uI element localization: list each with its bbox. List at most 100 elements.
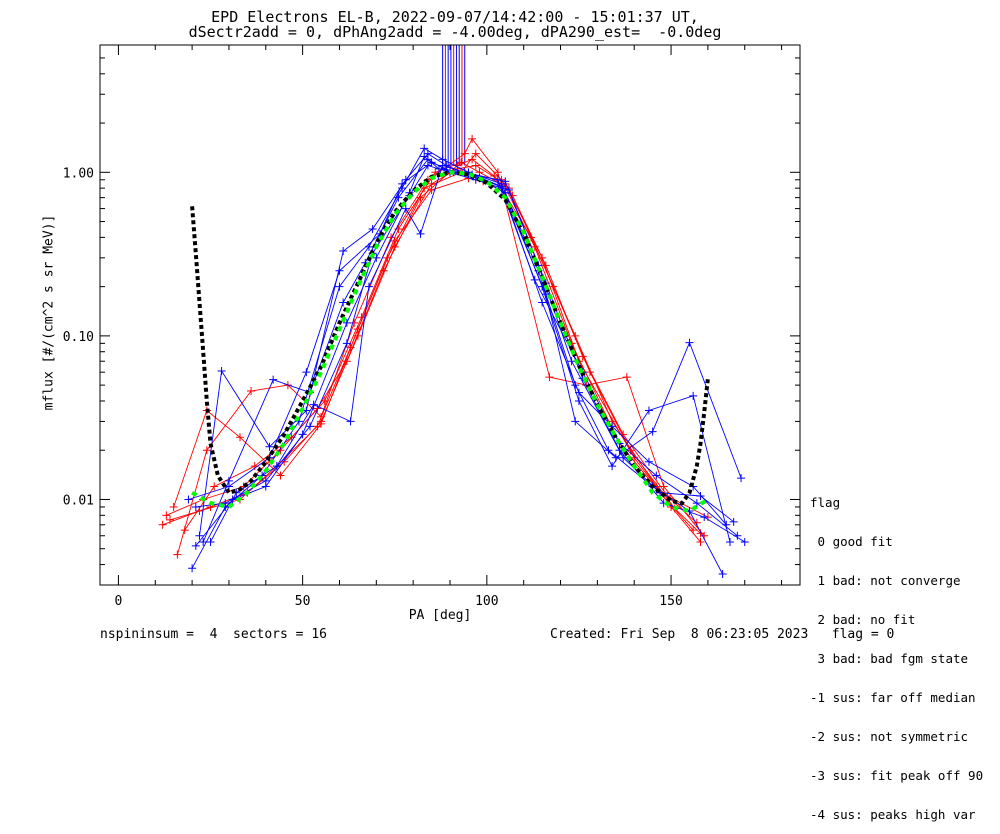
- flag-legend-item: -3 sus: fit peak off 90: [810, 768, 984, 783]
- data-point: [191, 502, 200, 511]
- data-point: [438, 161, 447, 170]
- data-point: [276, 446, 285, 455]
- data-point: [210, 482, 219, 491]
- data-point: [188, 564, 197, 573]
- data-point: [689, 391, 698, 400]
- data-point: [737, 474, 746, 483]
- data-point: [722, 520, 731, 529]
- data-point: [265, 442, 274, 451]
- data-point: [700, 513, 709, 522]
- data-point: [335, 282, 344, 291]
- data-point: [604, 446, 613, 455]
- data-point: [696, 537, 705, 546]
- data-point: [460, 149, 469, 158]
- series-line-blue: [195, 164, 745, 543]
- data-point: [729, 517, 738, 526]
- data-point: [644, 406, 653, 415]
- data-point: [372, 253, 381, 262]
- data-point: [416, 229, 425, 238]
- data-point: [574, 396, 583, 405]
- data-point: [545, 373, 554, 382]
- flag-legend-item: 2 bad: no fit: [810, 612, 916, 627]
- data-point: [423, 161, 432, 170]
- series-line-red: [176, 138, 705, 555]
- data-point: [339, 298, 348, 307]
- x-axis-label: PA [deg]: [409, 608, 472, 623]
- data-point: [166, 515, 174, 524]
- series-line-blue: [191, 147, 723, 575]
- data-point: [342, 339, 351, 348]
- axes-group: 0 50 100 150 PA [deg] 0.01 0.10 1.00: [63, 44, 801, 623]
- data-point: [468, 134, 477, 143]
- data-point: [420, 144, 429, 153]
- data-point: [261, 476, 270, 485]
- data-point: [195, 531, 204, 540]
- data-point: [541, 261, 550, 270]
- data-point: [269, 375, 278, 384]
- data-point: [217, 366, 226, 375]
- data-point: [401, 204, 410, 213]
- data-point: [236, 433, 244, 442]
- flag-legend: flag 0 good fit 1 bad: not converge 2 ba…: [810, 470, 983, 834]
- data-point: [401, 175, 410, 184]
- data-point: [726, 537, 734, 546]
- plot-frame: [99, 44, 801, 586]
- data-point: [574, 388, 583, 397]
- data-point: [180, 526, 189, 535]
- data-point: [158, 520, 167, 529]
- data-point: [611, 453, 620, 462]
- pitch-angle-plot: 0 50 100 150 PA [deg] 0.01 0.10 1.00: [63, 44, 801, 623]
- data-point: [191, 541, 200, 550]
- data-point: [350, 318, 359, 327]
- data-point: [199, 537, 208, 546]
- data-point: [740, 537, 749, 546]
- data-point: [538, 298, 547, 307]
- data-point: [276, 471, 285, 480]
- data-point: [206, 537, 215, 546]
- data-point: [398, 179, 407, 188]
- data-point: [549, 282, 558, 291]
- data-point: [689, 526, 698, 535]
- data-point: [567, 357, 576, 366]
- data-point: [457, 158, 466, 167]
- data-point: [298, 430, 307, 439]
- series-line-red: [173, 177, 701, 534]
- data-point: [504, 185, 513, 194]
- data-point: [272, 462, 281, 471]
- footer-left: nspininsum = 4 sectors = 16: [100, 627, 327, 642]
- chart-title-line-1: EPD Electrons EL-B, 2022-09-07/14:42:00 …: [211, 8, 699, 26]
- flag-legend-title: flag: [810, 495, 841, 510]
- series-line-red: [166, 158, 698, 524]
- flag-legend-item: 0 good fit: [810, 534, 893, 549]
- flag-legend-item: 3 bad: bad fgm state: [810, 651, 969, 666]
- data-point: [364, 282, 373, 291]
- data-point: [320, 396, 329, 405]
- data-point: [571, 381, 580, 390]
- data-point: [471, 149, 480, 158]
- data-point: [608, 462, 617, 471]
- data-point: [696, 529, 705, 538]
- data-point: [622, 373, 631, 382]
- flag-legend-item: -2 sus: not symmetric: [810, 729, 969, 744]
- flag-legend-item: -1 sus: far off median: [810, 690, 976, 705]
- data-point: [578, 352, 587, 361]
- data-point: [420, 152, 429, 161]
- fit-curves-group: [190, 170, 710, 514]
- data-point: [247, 387, 256, 396]
- data-point: [586, 368, 594, 377]
- data-point: [342, 318, 351, 327]
- data-point: [202, 446, 211, 455]
- data-point: [471, 161, 480, 170]
- data-point: [221, 499, 230, 508]
- footer-right: Created: Fri Sep 8 06:23:05 2023 flag = …: [550, 627, 895, 642]
- x-tick-label: 150: [659, 594, 682, 609]
- data-point: [346, 417, 355, 426]
- data-point: [390, 237, 399, 246]
- data-point: [648, 427, 657, 436]
- data-point: [468, 155, 477, 164]
- x-tick-label: 50: [295, 594, 311, 609]
- flag-legend-item: 1 bad: not converge: [810, 573, 961, 588]
- data-point: [692, 499, 701, 508]
- data-point: [339, 247, 348, 256]
- data-point: [571, 417, 580, 426]
